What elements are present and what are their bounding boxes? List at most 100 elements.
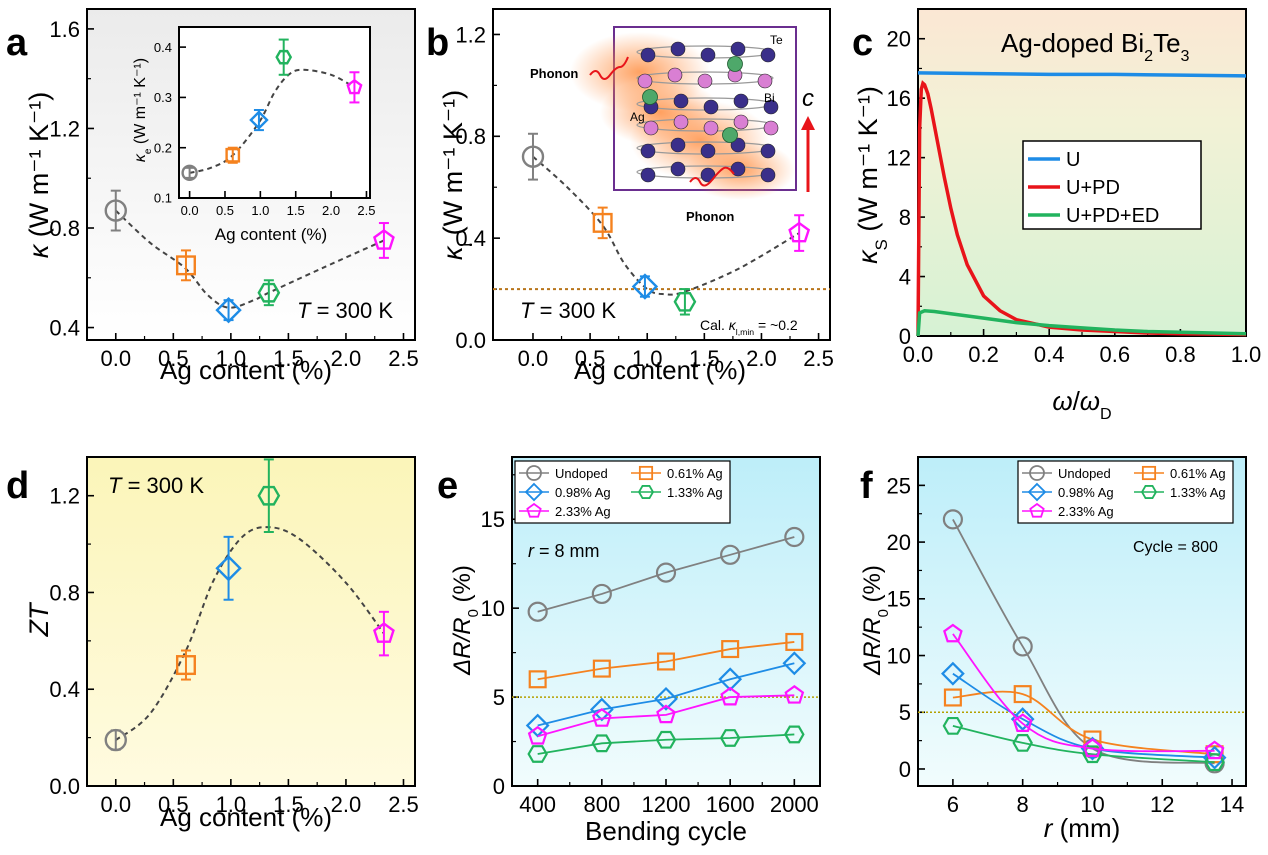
x-tick-label: 2.0 (331, 792, 362, 817)
x-tick-label: 12 (1150, 792, 1174, 817)
series-line (952, 633, 1215, 753)
data-point-pentagon (788, 221, 811, 243)
data-point-square (592, 212, 613, 233)
temperature-annotation: T = 300 K (297, 298, 393, 323)
data-point-square (785, 632, 804, 651)
data-point-circle (655, 562, 677, 583)
plot-background (179, 27, 370, 198)
x-tick-label: 0.5 (575, 346, 606, 371)
y-tick-label: 10 (481, 596, 505, 621)
phonon-label: Phonon (530, 66, 578, 81)
data-point-diamond (1010, 707, 1035, 731)
y-axis-label: κl (W m⁻¹ K⁻¹) (438, 90, 476, 260)
x-tick-label: 0.4 (1034, 342, 1065, 367)
y-tick-label: 1.6 (49, 17, 80, 42)
y-tick-label: 4 (899, 264, 911, 289)
data-point-hexagon (655, 730, 677, 749)
legend-swatch-marker (1027, 482, 1047, 502)
data-point-pentagon (591, 708, 612, 727)
data-point-diamond (631, 273, 659, 300)
series-line (537, 536, 795, 613)
atom (730, 137, 746, 153)
legend: Undoped 0.61% Ag 0.98% Ag 1.33% Ag 2.33% Ag (1017, 460, 1234, 524)
atom (703, 120, 719, 136)
atom (703, 99, 719, 115)
data-point-square (175, 255, 196, 276)
y-tick-label: 5 (899, 700, 911, 725)
data-point-hexagon (527, 745, 548, 763)
data-point-circle (720, 544, 741, 565)
legend-swatch-marker (1029, 502, 1045, 518)
data-point-hexagon (275, 49, 293, 65)
x-tick-label: 2.5 (388, 346, 419, 371)
y-tick-label: 25 (887, 473, 911, 498)
ag-atom (642, 89, 658, 105)
series-line (537, 733, 795, 755)
y-tick-label: 20 (887, 530, 911, 555)
data-point-hexagon (1082, 745, 1103, 764)
y-tick-label: 16 (887, 86, 911, 111)
atom (667, 67, 683, 83)
y-tick-label: 0.8 (49, 216, 80, 241)
data-point-pentagon (656, 704, 676, 724)
legend-swatch-marker (1141, 465, 1157, 481)
phonon-label: Phonon (686, 209, 734, 224)
y-tick-label: 0.4 (49, 677, 80, 702)
y-tick-label: 0 (899, 757, 911, 782)
x-axis-label: Ag content (%) (160, 802, 332, 832)
legend-label: 2.33% Ag (555, 504, 611, 519)
data-point-square (943, 688, 962, 707)
radius-annotation: r = 8 mm (528, 541, 600, 561)
data-point-hexagon (673, 291, 697, 312)
series-line-u (917, 71, 1247, 78)
y-axis-label: ΔR/R0 (%) (449, 565, 482, 676)
temperature-annotation: T = 300 K (108, 473, 204, 498)
x-tick-label: 800 (583, 792, 620, 817)
y-tick-label: 15 (481, 507, 505, 532)
y-tick-label: 1.2 (455, 22, 486, 47)
atom (763, 120, 779, 136)
panel-c-spectral-conductivity: 0.0 0.2 0.4 0.6 0.8 1.0 0 4 8 12 16 20 Ag-doped Bi2T… (853, 8, 1261, 423)
ag-atom (722, 127, 738, 143)
y-axis-label: ΔR/R0 (%) (859, 565, 892, 676)
legend-label: 0.98% Ag (555, 485, 611, 500)
data-point-square (528, 670, 547, 689)
atom (670, 161, 686, 177)
legend-swatch-marker (526, 465, 542, 481)
x-tick-label: 6 (947, 792, 959, 817)
y-axis-label: ZT (24, 601, 54, 637)
legend: U U+PD U+PD+ED (1022, 140, 1202, 230)
y-tick-label: 0.0 (49, 774, 80, 799)
legend-label: 0.61% Ag (1170, 466, 1226, 481)
legend-swatch-marker (1140, 485, 1158, 499)
y-tick-label: 0.0 (455, 328, 486, 353)
panel-e-bending-cycle: 400 800 1200 1600 2000 0 5 10 15 Undoped 0.61% Ag 0… (449, 456, 821, 846)
y-tick-label: 0.4 (154, 40, 172, 55)
data-point-diamond (249, 110, 269, 130)
legend-swatch-marker (637, 485, 655, 499)
x-tick-label: 1200 (642, 792, 691, 817)
data-point-square (592, 659, 611, 678)
data-point-pentagon (527, 725, 548, 745)
chart-title: Ag-doped Bi2Te3 (1001, 28, 1190, 65)
panel-label-f: f (860, 465, 873, 507)
y-tick-label: 15 (887, 587, 911, 612)
x-tick-label: 0.0 (181, 203, 199, 218)
data-point-hexagon (1204, 753, 1225, 772)
data-point-circle (527, 601, 548, 622)
x-tick-label: 0.0 (903, 342, 934, 367)
data-point-square (721, 640, 740, 659)
plot-frame (86, 8, 416, 341)
data-point-diamond (215, 296, 242, 324)
ag-label: Ag (630, 110, 645, 124)
x-tick-label: 8 (1017, 792, 1029, 817)
trend-line (532, 155, 800, 296)
te-label: Te (770, 33, 783, 47)
atom (673, 114, 689, 130)
x-tick-label: 14 (1220, 792, 1244, 817)
panel-label-b: b (426, 22, 449, 64)
inset-y-axis-label: κe (W m⁻¹ K⁻¹) (132, 58, 154, 162)
legend-swatch-marker (526, 502, 542, 518)
data-point-pentagon (1204, 740, 1225, 760)
